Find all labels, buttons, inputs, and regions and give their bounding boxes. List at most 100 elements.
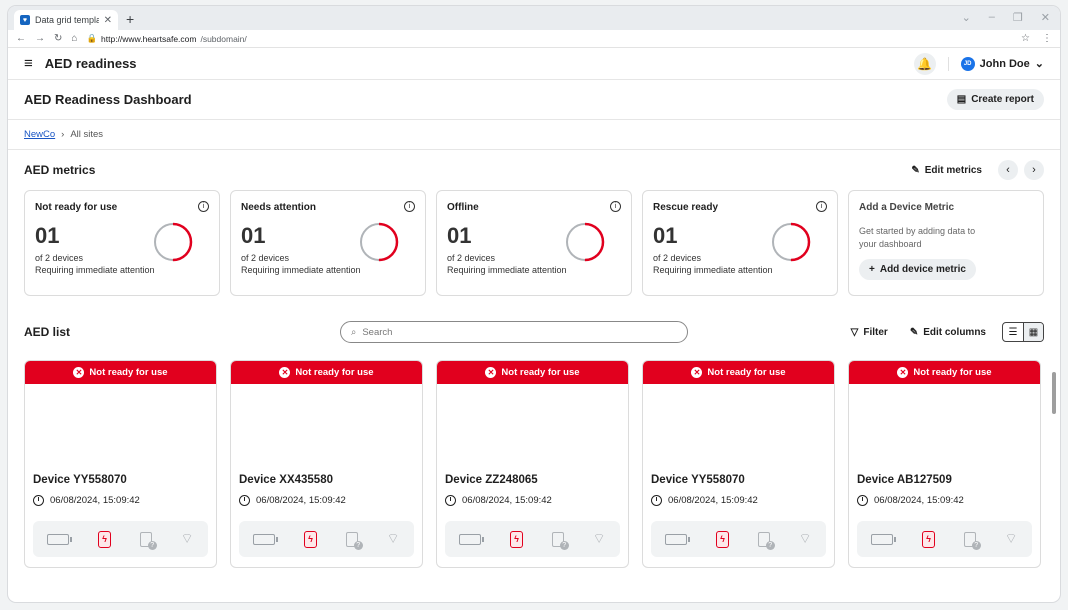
metric-card[interactable]: Needs attention i 01 of 2 devices Requir… (230, 190, 426, 296)
status-label: Not ready for use (501, 367, 580, 378)
clock-icon (239, 495, 250, 506)
breadcrumb-current: All sites (70, 129, 104, 140)
page-title: AED Readiness Dashboard (24, 92, 192, 107)
tab-strip: ♥ Data grid template ✕ + ⌄ – ❐ ✕ (8, 6, 1060, 30)
chevron-down-icon[interactable]: ⌄ (961, 12, 971, 24)
status-banner: ✕ Not ready for use (437, 361, 628, 384)
device-name: Device AB127509 (857, 474, 952, 486)
breadcrumb-root[interactable]: NewCo (24, 129, 56, 140)
wifi-icon: ⌔ (180, 530, 194, 546)
ring-progress (153, 222, 193, 262)
app-title: AED readiness (44, 56, 137, 71)
metric-value: 01 (653, 223, 678, 248)
status-label: Not ready for use (913, 367, 992, 378)
edit-columns-label: Edit columns (923, 326, 986, 338)
battery-icon (459, 533, 485, 545)
metric-desc: Requiring immediate attention (35, 265, 155, 275)
notification-icon[interactable]: 🔔 (913, 52, 936, 75)
pads-icon: ϟ (510, 530, 524, 548)
browser-menu-icon[interactable]: ⋮ (1042, 33, 1052, 44)
add-metric-title: Add a Device Metric (859, 202, 955, 213)
menu-icon[interactable]: ≡ (24, 55, 33, 72)
clock-icon (651, 495, 662, 506)
metrics-title: AED metrics (24, 163, 96, 177)
maximize-button[interactable]: ❐ (1012, 12, 1023, 24)
forward-icon[interactable]: → (35, 33, 45, 44)
device-status-bar: ϟ ⌔ (33, 521, 208, 557)
add-device-metric-button[interactable]: + Add device metric (859, 259, 976, 280)
view-toggle: ☰ ▦ (1002, 322, 1044, 342)
device-time-label: 06/08/2024, 15:09:42 (50, 495, 140, 506)
create-report-button[interactable]: ▤ Create report (946, 89, 1044, 110)
ring-progress (771, 222, 811, 262)
device-card[interactable]: ✕ Not ready for use Device XX435580 06/0… (230, 360, 423, 568)
status-banner: ✕ Not ready for use (849, 361, 1040, 384)
clock-icon (445, 495, 456, 506)
grid-view-icon[interactable]: ▦ (1023, 323, 1043, 341)
device-card[interactable]: ✕ Not ready for use Device ZZ248065 06/0… (436, 360, 629, 568)
search-input[interactable]: ⌕ Search (340, 321, 688, 343)
pencil-icon: ✎ (911, 164, 920, 176)
battery-icon (47, 533, 73, 545)
prev-button[interactable]: ‹ (998, 160, 1018, 180)
device-card[interactable]: ✕ Not ready for use Device YY558070 06/0… (642, 360, 835, 568)
star-icon[interactable]: ☆ (1021, 33, 1030, 44)
metric-card[interactable]: Offline i 01 of 2 devices Requiring imme… (436, 190, 632, 296)
document-icon (757, 531, 775, 550)
close-tab-icon[interactable]: ✕ (103, 14, 112, 26)
document-icon (963, 531, 981, 550)
device-status-bar: ϟ ⌔ (239, 521, 414, 557)
info-icon[interactable]: i (610, 201, 621, 212)
pads-icon: ϟ (98, 530, 112, 548)
document-icon (551, 531, 569, 550)
user-menu[interactable]: JD John Doe ⌄ (947, 56, 1044, 71)
scrollbar[interactable] (1052, 372, 1056, 414)
metric-card[interactable]: Rescue ready i 01 of 2 devices Requiring… (642, 190, 838, 296)
filter-label: Filter (863, 326, 888, 338)
url-field[interactable]: 🔒 http://www.heartsafe.com/subdomain/ (86, 33, 1012, 44)
url-host: http://www.heartsafe.com (101, 33, 197, 44)
device-card[interactable]: ✕ Not ready for use Device AB127509 06/0… (848, 360, 1041, 568)
add-metric-card: Add a Device Metric Get started by addin… (848, 190, 1044, 296)
pads-icon: ϟ (716, 530, 730, 548)
home-icon[interactable]: ⌂ (71, 33, 78, 44)
next-button[interactable]: › (1024, 160, 1044, 180)
reload-icon[interactable]: ↻ (54, 33, 63, 44)
metric-card[interactable]: Not ready for use i 01 of 2 devices Requ… (24, 190, 220, 296)
metrics-header: AED metrics ✎ Edit metrics ‹ › (8, 150, 1060, 190)
progress-ring (771, 222, 811, 262)
new-tab-button[interactable]: + (126, 11, 135, 27)
device-name: Device ZZ248065 (445, 474, 538, 486)
status-label: Not ready for use (89, 367, 168, 378)
info-icon[interactable]: i (404, 201, 415, 212)
back-icon[interactable]: ← (16, 33, 26, 44)
pads-icon: ϟ (922, 530, 936, 548)
plus-icon: + (869, 264, 875, 275)
tab-title: Data grid template (35, 15, 99, 25)
close-window-button[interactable]: ✕ (1040, 12, 1050, 24)
browser-tab[interactable]: ♥ Data grid template ✕ (14, 10, 118, 30)
progress-ring (359, 222, 399, 262)
filter-button[interactable]: ▽ Filter (851, 327, 888, 338)
device-name: Device YY558070 (651, 474, 745, 486)
metric-desc: Requiring immediate attention (241, 265, 361, 275)
wifi-icon: ⌔ (798, 530, 812, 546)
metric-value: 01 (241, 223, 266, 248)
info-icon[interactable]: i (816, 201, 827, 212)
device-time: 06/08/2024, 15:09:42 (651, 495, 758, 506)
device-card[interactable]: ✕ Not ready for use Device YY558070 06/0… (24, 360, 217, 568)
metric-title: Needs attention (241, 202, 317, 213)
document-icon (345, 531, 363, 550)
metrics-row: Not ready for use i 01 of 2 devices Requ… (8, 190, 1060, 296)
document-icon (139, 531, 157, 550)
metric-desc: Requiring immediate attention (653, 265, 773, 275)
metric-sub: of 2 devices (241, 253, 290, 263)
edit-metrics-label: Edit metrics (924, 164, 982, 176)
metric-sub: of 2 devices (35, 253, 84, 263)
edit-metrics-button[interactable]: ✎ Edit metrics (911, 165, 982, 176)
list-view-icon[interactable]: ☰ (1008, 326, 1018, 338)
info-icon[interactable]: i (198, 201, 209, 212)
edit-columns-button[interactable]: ✎ Edit columns (910, 327, 986, 338)
filter-icon: ▽ (850, 326, 859, 338)
minimize-button[interactable]: – (988, 11, 995, 23)
